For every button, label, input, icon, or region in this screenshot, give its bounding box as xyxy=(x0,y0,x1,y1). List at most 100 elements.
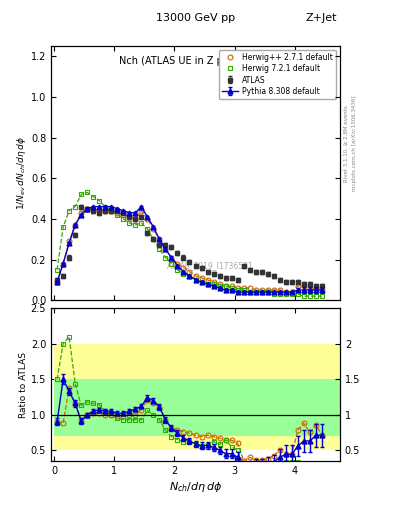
Herwig++ 2.7.1 default xyxy=(277,287,282,293)
Herwig++ 2.7.1 default xyxy=(133,216,138,222)
Herwig 7.2.1 default xyxy=(314,293,318,299)
Herwig++ 2.7.1 default xyxy=(320,287,324,293)
Herwig++ 2.7.1 default xyxy=(55,279,59,285)
Herwig++ 2.7.1 default xyxy=(272,287,276,293)
Herwig 7.2.1 default xyxy=(193,277,198,283)
Herwig++ 2.7.1 default xyxy=(241,285,246,291)
Herwig++ 2.7.1 default xyxy=(151,226,156,232)
Herwig++ 2.7.1 default xyxy=(169,254,174,261)
Line: Herwig++ 2.7.1 default: Herwig++ 2.7.1 default xyxy=(55,206,324,294)
Herwig 7.2.1 default xyxy=(61,224,66,230)
Herwig 7.2.1 default xyxy=(55,267,59,273)
Herwig 7.2.1 default xyxy=(307,293,312,299)
Line: Herwig 7.2.1 default: Herwig 7.2.1 default xyxy=(55,190,324,298)
Herwig++ 2.7.1 default xyxy=(283,289,288,295)
Herwig++ 2.7.1 default xyxy=(205,277,210,283)
Herwig++ 2.7.1 default xyxy=(103,208,108,214)
Herwig++ 2.7.1 default xyxy=(290,289,294,295)
Herwig 7.2.1 default xyxy=(205,281,210,287)
Herwig 7.2.1 default xyxy=(320,293,324,299)
Herwig++ 2.7.1 default xyxy=(211,279,216,285)
Herwig 7.2.1 default xyxy=(301,293,306,299)
Herwig 7.2.1 default xyxy=(103,204,108,210)
Text: Rivet 3.1.10, ≥ 2.8M events: Rivet 3.1.10, ≥ 2.8M events xyxy=(344,105,349,182)
Herwig++ 2.7.1 default xyxy=(91,206,95,212)
Herwig++ 2.7.1 default xyxy=(217,281,222,287)
Text: ATLAS_2019_I1736531: ATLAS_2019_I1736531 xyxy=(167,261,253,270)
Herwig 7.2.1 default xyxy=(175,267,180,273)
Herwig++ 2.7.1 default xyxy=(157,236,162,242)
Herwig++ 2.7.1 default xyxy=(163,246,168,252)
Herwig 7.2.1 default xyxy=(181,271,186,277)
Herwig 7.2.1 default xyxy=(139,220,144,226)
Herwig++ 2.7.1 default xyxy=(145,216,150,222)
Herwig++ 2.7.1 default xyxy=(199,275,204,281)
Herwig 7.2.1 default xyxy=(121,216,126,222)
Herwig 7.2.1 default xyxy=(109,208,114,214)
Herwig++ 2.7.1 default xyxy=(253,287,258,293)
Herwig 7.2.1 default xyxy=(187,273,192,279)
Herwig 7.2.1 default xyxy=(97,198,102,204)
Herwig 7.2.1 default xyxy=(290,291,294,297)
Herwig++ 2.7.1 default xyxy=(73,222,77,228)
Herwig 7.2.1 default xyxy=(157,246,162,252)
Herwig 7.2.1 default xyxy=(272,291,276,297)
Herwig++ 2.7.1 default xyxy=(193,273,198,279)
Herwig 7.2.1 default xyxy=(73,204,77,210)
Herwig++ 2.7.1 default xyxy=(127,214,132,220)
Herwig++ 2.7.1 default xyxy=(67,238,72,244)
Herwig++ 2.7.1 default xyxy=(61,261,66,267)
Herwig 7.2.1 default xyxy=(296,291,300,297)
Herwig++ 2.7.1 default xyxy=(181,265,186,271)
Herwig 7.2.1 default xyxy=(253,289,258,295)
Herwig++ 2.7.1 default xyxy=(97,208,102,214)
Legend: Herwig++ 2.7.1 default, Herwig 7.2.1 default, ATLAS, Pythia 8.308 default: Herwig++ 2.7.1 default, Herwig 7.2.1 def… xyxy=(219,50,336,99)
Herwig++ 2.7.1 default xyxy=(296,283,300,289)
Herwig 7.2.1 default xyxy=(223,283,228,289)
Herwig 7.2.1 default xyxy=(241,287,246,293)
Herwig 7.2.1 default xyxy=(127,220,132,226)
Herwig 7.2.1 default xyxy=(79,191,84,198)
Herwig 7.2.1 default xyxy=(91,194,95,200)
Herwig++ 2.7.1 default xyxy=(314,285,318,291)
Herwig 7.2.1 default xyxy=(145,226,150,232)
Herwig++ 2.7.1 default xyxy=(301,283,306,289)
X-axis label: $N_{ch}/d\eta\,d\phi$: $N_{ch}/d\eta\,d\phi$ xyxy=(169,480,222,494)
Y-axis label: Ratio to ATLAS: Ratio to ATLAS xyxy=(19,352,28,418)
Herwig 7.2.1 default xyxy=(217,283,222,289)
Herwig 7.2.1 default xyxy=(163,254,168,261)
Text: mcplots.cern.ch [arXiv:1306.3436]: mcplots.cern.ch [arXiv:1306.3436] xyxy=(352,96,357,191)
Herwig++ 2.7.1 default xyxy=(109,208,114,214)
Herwig 7.2.1 default xyxy=(133,222,138,228)
Herwig++ 2.7.1 default xyxy=(229,283,234,289)
Herwig 7.2.1 default xyxy=(229,285,234,291)
Y-axis label: $1/N_{ev}\,dN_{ch}/d\eta\,d\phi$: $1/N_{ev}\,dN_{ch}/d\eta\,d\phi$ xyxy=(15,136,28,210)
Herwig 7.2.1 default xyxy=(259,289,264,295)
Herwig++ 2.7.1 default xyxy=(247,285,252,291)
Herwig++ 2.7.1 default xyxy=(307,285,312,291)
Herwig 7.2.1 default xyxy=(235,287,240,293)
Herwig++ 2.7.1 default xyxy=(259,287,264,293)
Herwig 7.2.1 default xyxy=(169,261,174,267)
Text: Nch (ATLAS UE in Z production): Nch (ATLAS UE in Z production) xyxy=(119,56,272,66)
Herwig 7.2.1 default xyxy=(277,291,282,297)
Herwig++ 2.7.1 default xyxy=(115,210,119,216)
Herwig++ 2.7.1 default xyxy=(187,269,192,275)
Herwig 7.2.1 default xyxy=(67,208,72,214)
Herwig++ 2.7.1 default xyxy=(223,283,228,289)
Herwig++ 2.7.1 default xyxy=(235,285,240,291)
Herwig 7.2.1 default xyxy=(247,289,252,295)
Herwig 7.2.1 default xyxy=(199,279,204,285)
Herwig 7.2.1 default xyxy=(211,281,216,287)
Herwig++ 2.7.1 default xyxy=(265,287,270,293)
Herwig++ 2.7.1 default xyxy=(175,261,180,267)
Herwig++ 2.7.1 default xyxy=(121,212,126,218)
Herwig 7.2.1 default xyxy=(283,291,288,297)
Text: Z+Jet: Z+Jet xyxy=(305,13,337,23)
Herwig 7.2.1 default xyxy=(85,189,90,196)
Herwig 7.2.1 default xyxy=(115,212,119,218)
Herwig++ 2.7.1 default xyxy=(79,210,84,216)
Herwig++ 2.7.1 default xyxy=(139,208,144,214)
Herwig++ 2.7.1 default xyxy=(85,206,90,212)
Text: 13000 GeV pp: 13000 GeV pp xyxy=(156,13,235,23)
